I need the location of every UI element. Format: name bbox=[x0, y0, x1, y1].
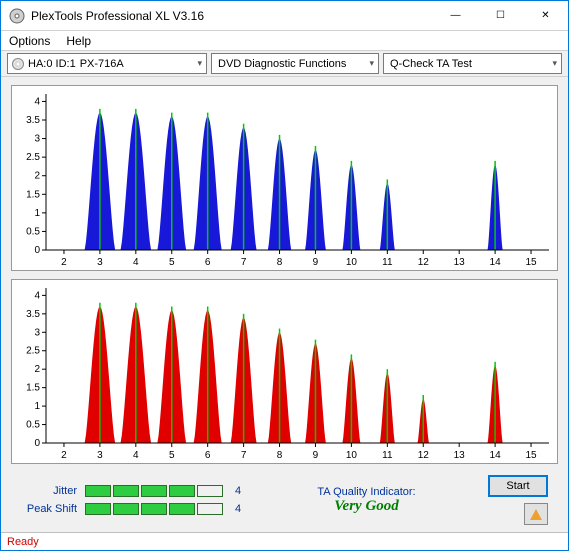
svg-text:3: 3 bbox=[97, 257, 103, 268]
drive-prefix: HA:0 ID:1 bbox=[28, 58, 76, 70]
bar-segment bbox=[197, 485, 223, 497]
svg-text:7: 7 bbox=[241, 257, 247, 268]
start-button[interactable]: Start bbox=[488, 475, 548, 497]
menubar: Options Help bbox=[1, 31, 568, 51]
right-buttons: Start bbox=[488, 475, 548, 525]
svg-text:14: 14 bbox=[490, 257, 502, 268]
chart-bottom: 0 0.5 1 1.5 2 2.5 3 3.5 4 2 3 4 5 6 7 8 9 10 11 12 13 14 15 bbox=[11, 279, 558, 464]
svg-text:3: 3 bbox=[97, 450, 103, 461]
svg-text:5: 5 bbox=[169, 257, 175, 268]
test-select[interactable]: Q-Check TA Test ▾ bbox=[383, 53, 562, 74]
meters: Jitter 4 Peak Shift 4 bbox=[21, 485, 245, 515]
warning-icon bbox=[530, 509, 542, 520]
svg-text:1: 1 bbox=[34, 208, 40, 219]
bar-segment bbox=[85, 503, 111, 515]
bar-segment bbox=[169, 485, 195, 497]
function-select[interactable]: DVD Diagnostic Functions ▾ bbox=[211, 53, 379, 74]
bar-segment bbox=[113, 503, 139, 515]
svg-text:4: 4 bbox=[133, 257, 139, 268]
svg-text:4: 4 bbox=[133, 450, 139, 461]
svg-text:3.5: 3.5 bbox=[26, 115, 40, 126]
svg-text:1.5: 1.5 bbox=[26, 189, 40, 200]
svg-text:2.5: 2.5 bbox=[26, 346, 40, 357]
bar-segment bbox=[169, 503, 195, 515]
chevron-down-icon: ▾ bbox=[197, 58, 202, 69]
svg-text:13: 13 bbox=[454, 450, 466, 461]
main-area: 00.511.522.533.5423456789101112131415 00… bbox=[1, 77, 568, 532]
bar-segment bbox=[85, 485, 111, 497]
bar-segment bbox=[141, 503, 167, 515]
minimize-button[interactable]: — bbox=[433, 1, 478, 31]
svg-text:8: 8 bbox=[277, 450, 283, 461]
svg-text:9: 9 bbox=[313, 450, 319, 461]
svg-text:1: 1 bbox=[34, 401, 40, 412]
status-text: Ready bbox=[7, 536, 39, 548]
svg-text:4: 4 bbox=[34, 290, 40, 301]
function-select-label: DVD Diagnostic Functions bbox=[218, 58, 346, 70]
svg-text:5: 5 bbox=[169, 450, 175, 461]
statusbar: Ready bbox=[1, 532, 568, 550]
svg-text:6: 6 bbox=[205, 450, 211, 461]
bar-segment bbox=[141, 485, 167, 497]
svg-text:0: 0 bbox=[34, 245, 40, 256]
jitter-row: Jitter 4 bbox=[21, 485, 245, 497]
warning-button[interactable] bbox=[524, 503, 548, 525]
quality-box: TA Quality Indicator: Very Good bbox=[253, 486, 480, 515]
peakshift-label: Peak Shift bbox=[21, 503, 77, 515]
test-select-label: Q-Check TA Test bbox=[390, 58, 472, 70]
svg-text:2: 2 bbox=[34, 364, 40, 375]
svg-text:3: 3 bbox=[34, 134, 40, 145]
quality-label: TA Quality Indicator: bbox=[253, 486, 480, 498]
svg-text:14: 14 bbox=[490, 450, 502, 461]
svg-text:13: 13 bbox=[454, 257, 466, 268]
svg-text:4: 4 bbox=[34, 96, 40, 107]
jitter-bars bbox=[85, 485, 223, 497]
svg-text:2.5: 2.5 bbox=[26, 152, 40, 163]
jitter-value: 4 bbox=[231, 485, 245, 497]
maximize-button[interactable]: ☐ bbox=[478, 1, 523, 31]
svg-text:10: 10 bbox=[346, 450, 358, 461]
svg-text:0: 0 bbox=[34, 438, 40, 449]
svg-text:8: 8 bbox=[277, 257, 283, 268]
menu-help[interactable]: Help bbox=[66, 34, 91, 48]
svg-text:15: 15 bbox=[525, 450, 537, 461]
svg-text:11: 11 bbox=[382, 450, 393, 461]
chevron-down-icon: ▾ bbox=[552, 58, 557, 69]
svg-text:6: 6 bbox=[205, 257, 211, 268]
close-button[interactable]: ✕ bbox=[523, 1, 568, 31]
svg-text:12: 12 bbox=[418, 257, 430, 268]
svg-text:1.5: 1.5 bbox=[26, 383, 40, 394]
window-title: PlexTools Professional XL V3.16 bbox=[31, 9, 433, 23]
drive-model: PX-716A bbox=[80, 58, 124, 70]
peakshift-bars bbox=[85, 503, 223, 515]
svg-text:9: 9 bbox=[313, 257, 319, 268]
drive-select[interactable]: HA:0 ID:1 PX-716A ▾ bbox=[7, 53, 207, 74]
jitter-label: Jitter bbox=[21, 485, 77, 497]
svg-text:10: 10 bbox=[346, 257, 358, 268]
svg-text:11: 11 bbox=[382, 257, 393, 268]
disc-icon bbox=[12, 58, 24, 70]
results-panel: Jitter 4 Peak Shift 4 TA Quality Indicat… bbox=[11, 472, 558, 528]
svg-text:0.5: 0.5 bbox=[26, 420, 40, 431]
chevron-down-icon: ▾ bbox=[369, 58, 374, 69]
menu-options[interactable]: Options bbox=[9, 34, 50, 48]
svg-text:0.5: 0.5 bbox=[26, 226, 40, 237]
app-icon bbox=[9, 8, 25, 24]
svg-text:2: 2 bbox=[61, 450, 67, 461]
svg-text:12: 12 bbox=[418, 450, 430, 461]
svg-text:2: 2 bbox=[61, 257, 67, 268]
bar-segment bbox=[113, 485, 139, 497]
svg-text:2: 2 bbox=[34, 171, 40, 182]
svg-text:3: 3 bbox=[34, 327, 40, 338]
svg-text:15: 15 bbox=[525, 257, 537, 268]
bar-segment bbox=[197, 503, 223, 515]
svg-text:3.5: 3.5 bbox=[26, 309, 40, 320]
chart-top: 0 0.5 1 1.5 2 2.5 3 3.5 4 2 3 4 5 6 7 8 9 10 11 12 13 14 15 bbox=[11, 85, 558, 271]
quality-value: Very Good bbox=[253, 498, 480, 515]
toolbar: HA:0 ID:1 PX-716A ▾ DVD Diagnostic Funct… bbox=[1, 51, 568, 77]
titlebar: PlexTools Professional XL V3.16 — ☐ ✕ bbox=[1, 1, 568, 31]
svg-text:7: 7 bbox=[241, 450, 247, 461]
peakshift-row: Peak Shift 4 bbox=[21, 503, 245, 515]
peakshift-value: 4 bbox=[231, 503, 245, 515]
